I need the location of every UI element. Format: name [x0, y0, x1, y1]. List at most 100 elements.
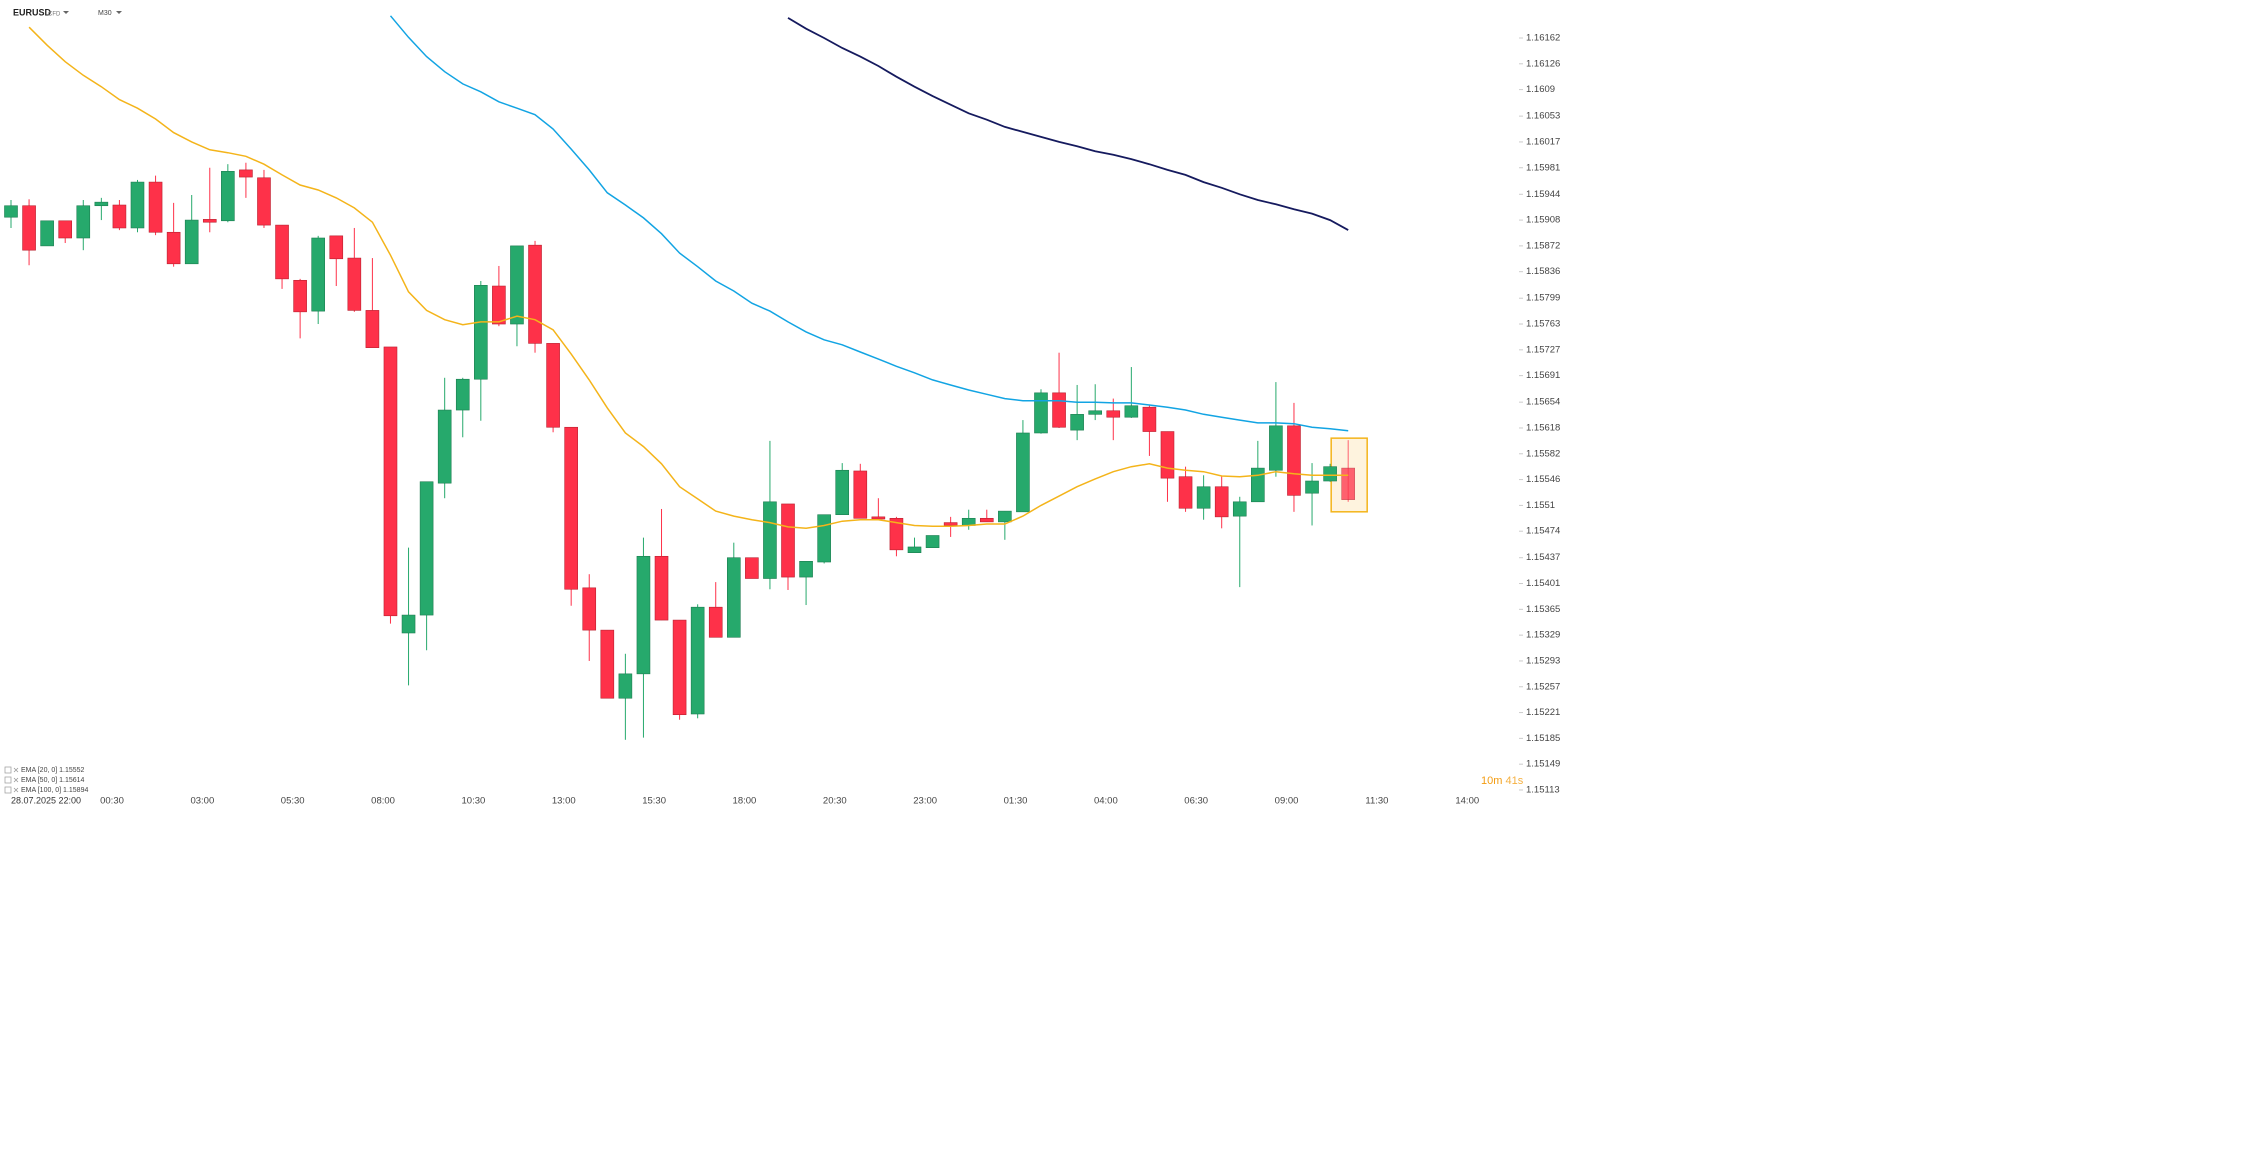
y-tick-label: 1.15727 — [1526, 344, 1560, 355]
y-tick-label: 1.15908 — [1526, 215, 1560, 226]
candle-body — [1287, 425, 1301, 496]
candle-body — [907, 546, 922, 554]
candle-body — [275, 224, 289, 280]
candle-body — [148, 181, 163, 233]
legend-icon — [4, 776, 12, 784]
y-tick-label: 1.15365 — [1526, 604, 1560, 615]
candle-body — [1088, 410, 1102, 415]
legend-close-icon — [13, 787, 19, 793]
ema-line — [389, 15, 1349, 432]
candle-body — [1232, 501, 1247, 517]
y-tick-label: 1.15293 — [1526, 655, 1560, 666]
candle-body — [184, 219, 199, 265]
candle-body — [979, 517, 994, 523]
legend-close-icon — [13, 777, 19, 783]
y-tick-label: 1.1609 — [1526, 84, 1555, 95]
y-tick-label: 1.15257 — [1526, 681, 1560, 692]
candle-body — [528, 244, 542, 344]
candle-body — [329, 235, 344, 260]
x-tick-label: 13:00 — [552, 796, 576, 807]
candle-body — [1034, 392, 1048, 434]
candle-body — [745, 557, 759, 579]
legend-name: EMA [100, 0] — [21, 787, 61, 794]
y-tick-label: 1.15221 — [1526, 707, 1560, 718]
timer-minutes: 10m — [1481, 775, 1502, 787]
y-tick-label: 1.15763 — [1526, 319, 1560, 330]
candle-body — [419, 481, 434, 616]
candle-body — [672, 619, 687, 716]
candle-body — [1214, 486, 1229, 518]
x-tick-label: 23:00 — [913, 796, 937, 807]
x-start-label: 28.07.2025 22:00 — [11, 795, 81, 805]
ema-line — [787, 17, 1349, 231]
y-tick-label: 1.16017 — [1526, 136, 1560, 147]
candle-body — [401, 614, 416, 634]
x-tick-label: 05:30 — [281, 796, 305, 807]
symbol[interactable]: EURUSD — [13, 7, 52, 17]
candle-body — [600, 629, 615, 699]
candle-body — [925, 535, 940, 548]
candle-body — [112, 204, 127, 229]
candle-body — [998, 510, 1012, 523]
x-tick-label: 20:30 — [823, 796, 847, 807]
candle-body — [781, 503, 795, 578]
legend-name: EMA [20, 0] — [21, 767, 57, 774]
ema-line — [28, 26, 1349, 530]
candle-body — [1341, 467, 1355, 500]
candle-body — [871, 516, 886, 520]
candle-body — [365, 310, 380, 348]
dropdown-arrow[interactable] — [116, 11, 122, 14]
candle-body — [636, 555, 651, 675]
candle-body — [40, 220, 54, 247]
candle-body — [546, 343, 560, 428]
candle-body — [835, 469, 850, 516]
candle-body — [437, 409, 452, 484]
y-tick-label: 1.15981 — [1526, 162, 1560, 173]
y-tick-label: 1.16126 — [1526, 58, 1560, 69]
x-tick-label: 09:00 — [1275, 796, 1299, 807]
y-tick-label: 1.15691 — [1526, 370, 1560, 381]
candle-body — [1160, 431, 1175, 479]
y-tick-label: 1.15872 — [1526, 240, 1560, 251]
y-tick-label: 1.15944 — [1526, 189, 1560, 200]
candle-body — [202, 219, 217, 223]
y-tick-label: 1.15618 — [1526, 422, 1560, 433]
legend-icon — [4, 786, 12, 794]
plot: 1.16162 1.16126 1.1609 1.16053 1.16017 1.1598… — [4, 15, 1560, 807]
dropdown-arrow[interactable] — [63, 11, 69, 14]
timer: 10m 41s — [1481, 775, 1524, 787]
y-tick-label: 1.15149 — [1526, 759, 1560, 770]
legend-entry: EMA [50, 0] 1.15614 — [21, 777, 85, 784]
timeframe[interactable]: M30 — [98, 10, 112, 17]
candle-body — [130, 181, 145, 229]
legend-name: EMA [50, 0] — [21, 777, 57, 784]
y-tick-label: 1.15582 — [1526, 448, 1560, 459]
candle-body — [347, 257, 362, 311]
symbol-type: CFD — [48, 12, 61, 18]
candle-body — [58, 220, 73, 239]
candle-body — [708, 606, 723, 638]
y-tick-label: 1.15113 — [1526, 784, 1560, 795]
candle-body — [492, 285, 506, 325]
y-tick-label: 1.15546 — [1526, 474, 1560, 485]
candle-body — [293, 279, 307, 313]
candle-body — [1142, 406, 1157, 432]
candle-body — [618, 673, 633, 699]
candle-body — [582, 587, 597, 631]
candle-body — [654, 555, 669, 621]
y-tick-label: 1.15437 — [1526, 552, 1560, 563]
legend-value: 1.15894 — [63, 787, 88, 794]
candle-body — [22, 205, 36, 251]
x-tick-label: 03:00 — [190, 796, 214, 807]
candle-body — [257, 177, 271, 226]
candle-body — [4, 205, 18, 218]
y-tick-label: 1.16053 — [1526, 111, 1560, 122]
x-tick-label: 15:30 — [642, 796, 666, 807]
y-tick-label: 1.15474 — [1526, 526, 1560, 537]
candle-body — [510, 245, 524, 325]
legend-value: 1.15614 — [59, 777, 84, 784]
y-tick-label: 1.1551 — [1526, 500, 1555, 511]
candle-body — [943, 522, 958, 526]
